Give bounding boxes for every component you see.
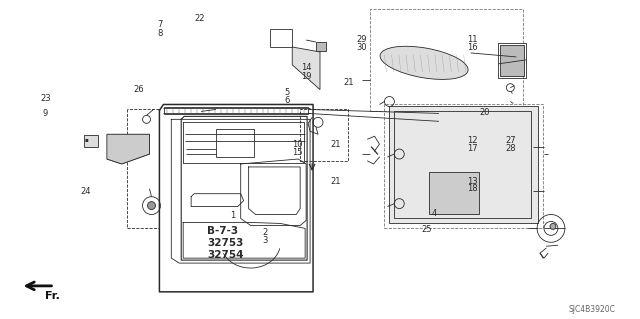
Text: 11: 11: [467, 35, 477, 44]
Text: 2: 2: [263, 228, 268, 237]
Text: 18: 18: [467, 184, 477, 193]
Text: 7: 7: [157, 20, 163, 29]
Bar: [300, 109, 348, 161]
Bar: [429, 172, 479, 213]
Bar: [84, 135, 98, 147]
Text: 23: 23: [40, 94, 51, 103]
Bar: [389, 107, 538, 223]
Text: 10: 10: [292, 140, 303, 149]
Text: 6: 6: [284, 96, 290, 105]
Bar: [500, 45, 524, 76]
Text: 17: 17: [467, 144, 477, 153]
Text: 5: 5: [284, 88, 290, 97]
Text: 21: 21: [331, 176, 341, 186]
Bar: [499, 43, 526, 78]
Text: B-7-3: B-7-3: [207, 226, 238, 236]
Bar: [271, 29, 292, 47]
Text: 13: 13: [467, 176, 477, 186]
Ellipse shape: [380, 46, 468, 79]
Text: 9: 9: [43, 109, 48, 118]
Text: 24: 24: [81, 187, 91, 196]
Text: 12: 12: [467, 136, 477, 145]
Text: SJC4B3920C: SJC4B3920C: [568, 305, 616, 314]
Bar: [316, 42, 326, 51]
Text: 32754: 32754: [207, 250, 244, 260]
Text: 19: 19: [301, 72, 311, 81]
Text: 26: 26: [134, 85, 145, 94]
Text: 25: 25: [421, 225, 432, 234]
Text: 22: 22: [194, 14, 205, 23]
Text: 20: 20: [480, 108, 490, 116]
Text: ▪: ▪: [84, 137, 88, 142]
Text: 4: 4: [431, 209, 437, 218]
Text: 29: 29: [356, 35, 367, 44]
Text: 28: 28: [505, 144, 516, 153]
Text: 21: 21: [331, 140, 341, 149]
Text: 32753: 32753: [207, 238, 243, 248]
Text: 27: 27: [505, 136, 516, 145]
Text: 15: 15: [292, 148, 303, 157]
Circle shape: [147, 202, 156, 210]
Polygon shape: [292, 47, 320, 90]
Bar: [369, 9, 524, 111]
Bar: [385, 105, 543, 228]
Bar: [164, 108, 308, 115]
FancyBboxPatch shape: [394, 121, 479, 167]
Text: 16: 16: [467, 43, 477, 52]
Text: 3: 3: [263, 236, 268, 245]
Bar: [216, 129, 253, 157]
Text: 14: 14: [301, 63, 311, 72]
Text: 30: 30: [356, 43, 367, 52]
Bar: [394, 111, 531, 219]
Polygon shape: [107, 134, 150, 164]
Text: 1: 1: [230, 211, 235, 220]
Text: Fr.: Fr.: [45, 291, 60, 301]
Circle shape: [550, 223, 556, 229]
Text: 8: 8: [157, 28, 163, 38]
Text: 21: 21: [343, 78, 354, 86]
